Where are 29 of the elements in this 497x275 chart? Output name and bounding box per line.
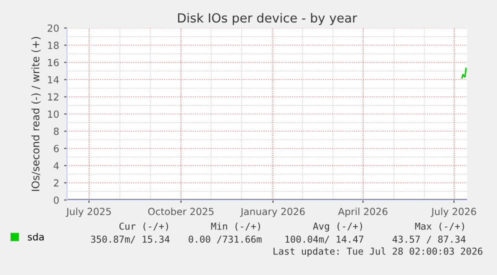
y-tick-label: 10 (48, 110, 59, 118)
x-tick-label: July 2026 (430, 208, 476, 218)
text: Max (-/+) (415, 222, 464, 231)
text: 0.00 /731.66m (188, 236, 262, 244)
y-tick-label: 8 (54, 128, 59, 136)
y-tick-label: 4 (54, 162, 59, 170)
y-tick-label: 2 (54, 179, 58, 186)
x-tick-label: April 2026 (338, 208, 388, 218)
text: Cur (-/+) (119, 222, 168, 231)
text: 350.87m/ 15.34 (91, 236, 170, 244)
line-series (461, 68, 467, 79)
x-tick-label: October 2025 (148, 208, 214, 216)
chart-title: Disk IOs per device - by year (178, 12, 358, 26)
y-axis-title: IOs/second read (-) / write (+) (31, 36, 41, 191)
y-tick-label: 18 (48, 42, 59, 50)
text: Min (-/+) (211, 222, 260, 231)
legend-label: sda (28, 233, 44, 241)
y-tick-label: 6 (54, 144, 59, 152)
y-tick-label: 20 (48, 24, 59, 32)
y-tick-label: 0 (54, 196, 59, 204)
y-tick-label: 14 (48, 76, 59, 84)
text: 43.57 / 87.34 (392, 236, 466, 244)
x-tick-label: January 2026 (240, 208, 305, 218)
text: Last update: Tue Jul 28 02:00:03 2026 (274, 247, 482, 257)
y-tick-label: 16 (48, 58, 59, 66)
text: 100.04m/ 14.47 (286, 236, 364, 244)
text: Avg (-/+) (313, 222, 362, 232)
y-tick-label: 12 (48, 93, 58, 100)
x-tick-label: July 2025 (66, 208, 111, 218)
